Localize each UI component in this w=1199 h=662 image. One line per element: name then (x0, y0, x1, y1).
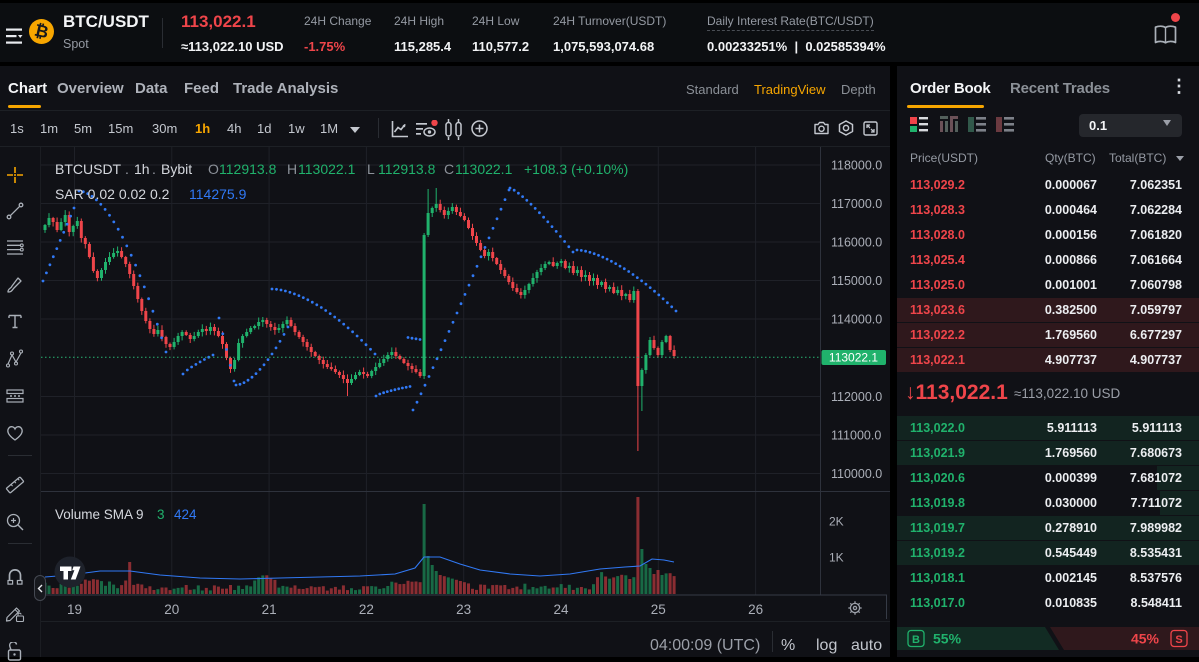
svg-text:110000.0: 110000.0 (831, 467, 882, 481)
svg-text:SAR 0.02 0.02 0.2: SAR 0.02 0.02 0.2 (55, 186, 170, 202)
svg-text:111000.0: 111000.0 (831, 429, 881, 443)
svg-text:118000.0: 118000.0 (831, 159, 882, 173)
svg-text:113022.1: 113022.1 (829, 351, 878, 365)
svg-text:BTCUSDT: BTCUSDT (55, 161, 122, 177)
svg-text:112000.0: 112000.0 (831, 390, 882, 404)
svg-text:2K: 2K (829, 515, 844, 529)
svg-text:23: 23 (456, 602, 471, 617)
svg-text:3: 3 (157, 507, 165, 522)
svg-text:1K: 1K (829, 551, 844, 565)
svg-text:O: O (208, 161, 219, 177)
svg-text:112913.8: 112913.8 (378, 161, 436, 177)
svg-text:24: 24 (553, 602, 569, 617)
svg-text:Volume SMA 9: Volume SMA 9 (55, 507, 144, 522)
svg-text:25: 25 (651, 602, 666, 617)
svg-text:+108.3 (+0.10%): +108.3 (+0.10%) (524, 161, 628, 177)
svg-text:S: S (1175, 634, 1182, 646)
svg-text:113022.1: 113022.1 (298, 161, 356, 177)
svg-text:21: 21 (262, 602, 277, 617)
svg-text:26: 26 (748, 602, 763, 617)
svg-text:112913.8: 112913.8 (219, 161, 277, 177)
svg-text:19: 19 (67, 602, 82, 617)
svg-text:.: . (125, 161, 129, 177)
svg-text:114000.0: 114000.0 (831, 313, 882, 327)
svg-text:20: 20 (164, 602, 179, 617)
svg-text:113022.1: 113022.1 (455, 161, 513, 177)
svg-text:Bybit: Bybit (161, 161, 192, 177)
svg-text:L: L (367, 161, 375, 177)
svg-text:C: C (444, 161, 454, 177)
svg-text:.: . (152, 161, 156, 177)
svg-text:H: H (287, 161, 297, 177)
svg-text:55%: 55% (933, 631, 962, 647)
svg-text:1h: 1h (134, 161, 150, 177)
svg-text:117000.0: 117000.0 (831, 197, 882, 211)
svg-text:116000.0: 116000.0 (831, 236, 882, 250)
svg-text:B: B (912, 634, 920, 646)
svg-text:424: 424 (174, 507, 197, 522)
svg-text:115000.0: 115000.0 (831, 274, 882, 288)
svg-text:22: 22 (359, 602, 374, 617)
svg-text:45%: 45% (1131, 631, 1160, 647)
svg-text:114275.9: 114275.9 (189, 186, 247, 202)
